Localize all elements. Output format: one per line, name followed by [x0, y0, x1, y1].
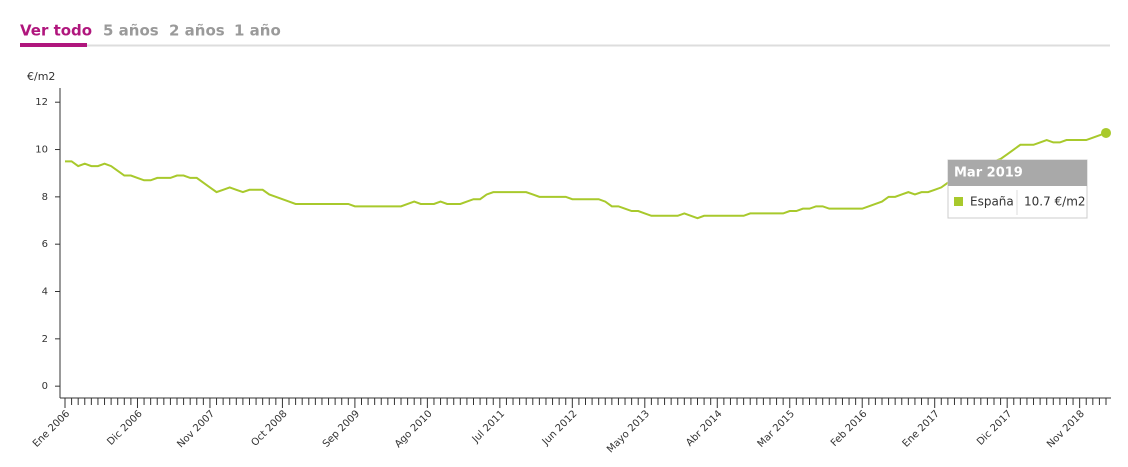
- x-tick-label: Jul 2011: [470, 408, 507, 445]
- x-tick-label: Feb 2016: [829, 408, 870, 449]
- y-axis-label: €/m2: [27, 70, 55, 83]
- x-tick-label: Nov 2018: [1045, 408, 1087, 450]
- x-tick-label: Nov 2007: [175, 408, 217, 450]
- legend-label: España: [970, 195, 1014, 209]
- x-tick-label: Mayo 2013: [605, 408, 652, 455]
- tab[interactable]: 1 año: [234, 22, 281, 40]
- y-tick-label: 0: [42, 381, 48, 392]
- tab[interactable]: 5 años: [103, 22, 159, 40]
- tab[interactable]: 2 años: [169, 22, 225, 40]
- y-tick-label: 12: [35, 97, 48, 108]
- x-tick-label: Jun 2012: [540, 408, 580, 448]
- x-tick-label: Mar 2015: [756, 408, 797, 449]
- tooltip-header: [948, 160, 1087, 186]
- x-tick-label: Abr 2014: [684, 408, 724, 448]
- x-tick-label: Sep 2009: [321, 408, 362, 449]
- y-tick-label: 4: [42, 287, 48, 298]
- highlight-point: [1101, 127, 1111, 138]
- active-tab-underline: [20, 43, 87, 47]
- y-tick-label: 10: [35, 145, 48, 156]
- tooltip: Mar 2019 España 10.7 €/m2: [947, 159, 1088, 219]
- x-tick-label: Oct 2008: [249, 408, 289, 448]
- series-line: [65, 132, 1107, 220]
- x-tick-label: Ene 2006: [31, 408, 72, 449]
- x-tick-label: Ene 2017: [901, 408, 942, 449]
- x-tick-label: Dic 2017: [975, 408, 1014, 447]
- y-tick-label: 8: [42, 192, 48, 203]
- y-tick-label: 2: [42, 334, 48, 345]
- tooltip-title: Mar 2019: [954, 166, 1023, 181]
- x-tick-label: Dic 2006: [105, 408, 144, 447]
- x-tick-label: Ago 2010: [393, 408, 435, 450]
- legend-swatch: [954, 197, 963, 206]
- y-tick-label: 6: [42, 239, 48, 250]
- tooltip-value: 10.7 €/m2: [1024, 195, 1086, 209]
- tab[interactable]: Ver todo: [20, 22, 92, 40]
